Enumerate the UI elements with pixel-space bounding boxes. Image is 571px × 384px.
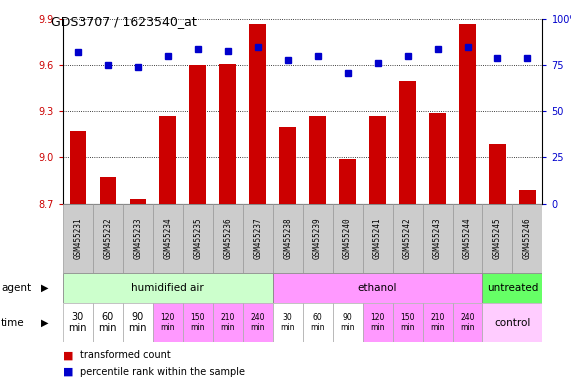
Bar [482,273,542,303]
Bar [332,204,363,273]
Bar [159,116,176,204]
Text: ▶: ▶ [41,283,49,293]
Text: 120
min: 120 min [160,313,175,332]
Text: ▶: ▶ [41,318,49,328]
Bar [452,204,482,273]
Bar [452,303,482,342]
Text: 60
min: 60 min [311,313,325,332]
Bar [243,303,273,342]
Text: GSM455246: GSM455246 [523,217,532,259]
Text: 150
min: 150 min [191,313,205,332]
Bar [250,24,266,204]
Text: GSM455237: GSM455237 [253,217,262,259]
Text: percentile rank within the sample: percentile rank within the sample [80,367,245,377]
Text: ethanol: ethanol [358,283,397,293]
Bar [273,273,482,303]
Text: 240
min: 240 min [251,313,265,332]
Bar [309,116,326,204]
Bar [123,303,152,342]
Bar [63,204,93,273]
Text: 60
min: 60 min [99,312,117,333]
Bar [369,116,386,204]
Text: 150
min: 150 min [400,313,415,332]
Bar [273,303,303,342]
Bar [429,113,446,204]
Text: GSM455233: GSM455233 [133,217,142,259]
Bar [183,303,212,342]
Text: GSM455241: GSM455241 [373,217,382,259]
Text: 90
min: 90 min [340,313,355,332]
Text: GSM455243: GSM455243 [433,217,442,259]
Text: GSM455242: GSM455242 [403,217,412,259]
Text: 240
min: 240 min [460,313,475,332]
Bar [423,204,452,273]
Bar [130,199,146,204]
Text: 210
min: 210 min [220,313,235,332]
Bar [392,204,423,273]
Bar [93,303,123,342]
Bar [513,204,542,273]
Bar [273,204,303,273]
Bar [123,204,152,273]
Text: GSM455232: GSM455232 [103,217,112,259]
Text: 210
min: 210 min [431,313,445,332]
Text: time: time [1,318,25,328]
Text: GSM455236: GSM455236 [223,217,232,259]
Text: GSM455235: GSM455235 [193,217,202,259]
Text: humidified air: humidified air [131,283,204,293]
Bar [363,204,392,273]
Bar [153,204,183,273]
Bar [279,127,296,204]
Text: control: control [494,318,530,328]
Text: GSM455238: GSM455238 [283,217,292,259]
Text: 30
min: 30 min [280,313,295,332]
Bar [99,177,116,204]
Bar [489,144,506,204]
Text: agent: agent [1,283,31,293]
Bar [332,303,363,342]
Bar [183,204,212,273]
Bar [482,204,513,273]
Bar [459,24,476,204]
Bar [190,65,206,204]
Bar [399,81,416,204]
Bar [212,303,243,342]
Bar [153,303,183,342]
Bar [392,303,423,342]
Text: ■: ■ [63,350,73,360]
Bar [363,303,392,342]
Bar [482,303,542,342]
Text: GSM455234: GSM455234 [163,217,172,259]
Text: GSM455231: GSM455231 [73,217,82,259]
Bar [70,131,86,204]
Text: 90
min: 90 min [128,312,147,333]
Bar [63,303,93,342]
Bar [423,303,452,342]
Bar [63,273,273,303]
Text: transformed count: transformed count [80,350,171,360]
Text: GSM455239: GSM455239 [313,217,322,259]
Bar [219,64,236,204]
Bar [303,303,332,342]
Text: 120
min: 120 min [371,313,385,332]
Bar [339,159,356,204]
Text: GSM455245: GSM455245 [493,217,502,259]
Bar [93,204,123,273]
Text: GDS3707 / 1623540_at: GDS3707 / 1623540_at [51,15,197,28]
Bar [519,190,536,204]
Bar [212,204,243,273]
Text: untreated: untreated [487,283,538,293]
Text: 30
min: 30 min [69,312,87,333]
Text: GSM455244: GSM455244 [463,217,472,259]
Text: ■: ■ [63,367,73,377]
Bar [243,204,273,273]
Bar [303,204,332,273]
Text: GSM455240: GSM455240 [343,217,352,259]
